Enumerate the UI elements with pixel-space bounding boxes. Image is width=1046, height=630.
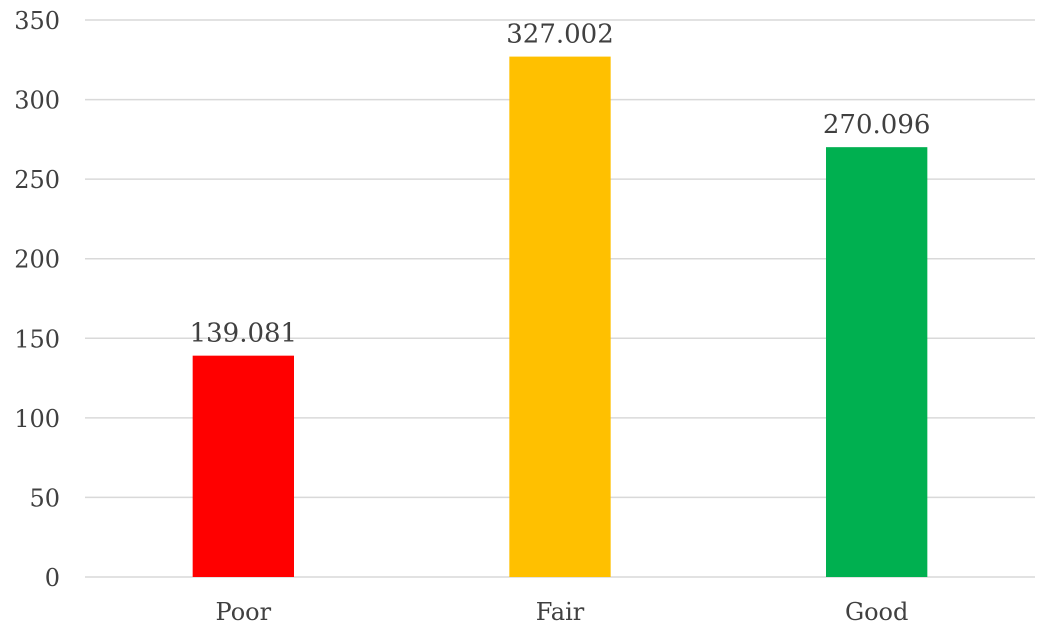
data-label-poor: 139.081 (190, 319, 298, 349)
bar-fair (509, 56, 611, 578)
y-tick-label: 50 (29, 484, 60, 512)
data-labels: 139.081 327.002 270.096 (190, 20, 931, 349)
x-tick-label-poor: Poor (216, 598, 272, 626)
x-tick-label-good: Good (845, 598, 908, 626)
y-tick-label: 250 (14, 166, 60, 194)
bar-good (826, 147, 928, 578)
data-label-fair: 327.002 (506, 20, 614, 50)
y-tick-label: 300 (14, 87, 60, 115)
y-tick-label: 350 (14, 7, 60, 35)
x-axis-labels: Poor Fair Good (216, 598, 909, 626)
y-tick-label: 150 (14, 325, 60, 353)
x-tick-label-fair: Fair (536, 598, 585, 626)
y-tick-label: 0 (45, 564, 60, 592)
bars (192, 56, 928, 578)
bar-poor (192, 355, 294, 577)
y-axis-ticks: 0 50 100 150 200 250 300 350 (14, 7, 60, 592)
y-tick-label: 200 (14, 246, 60, 274)
data-label-good: 270.096 (823, 110, 931, 140)
y-tick-label: 100 (14, 405, 60, 433)
